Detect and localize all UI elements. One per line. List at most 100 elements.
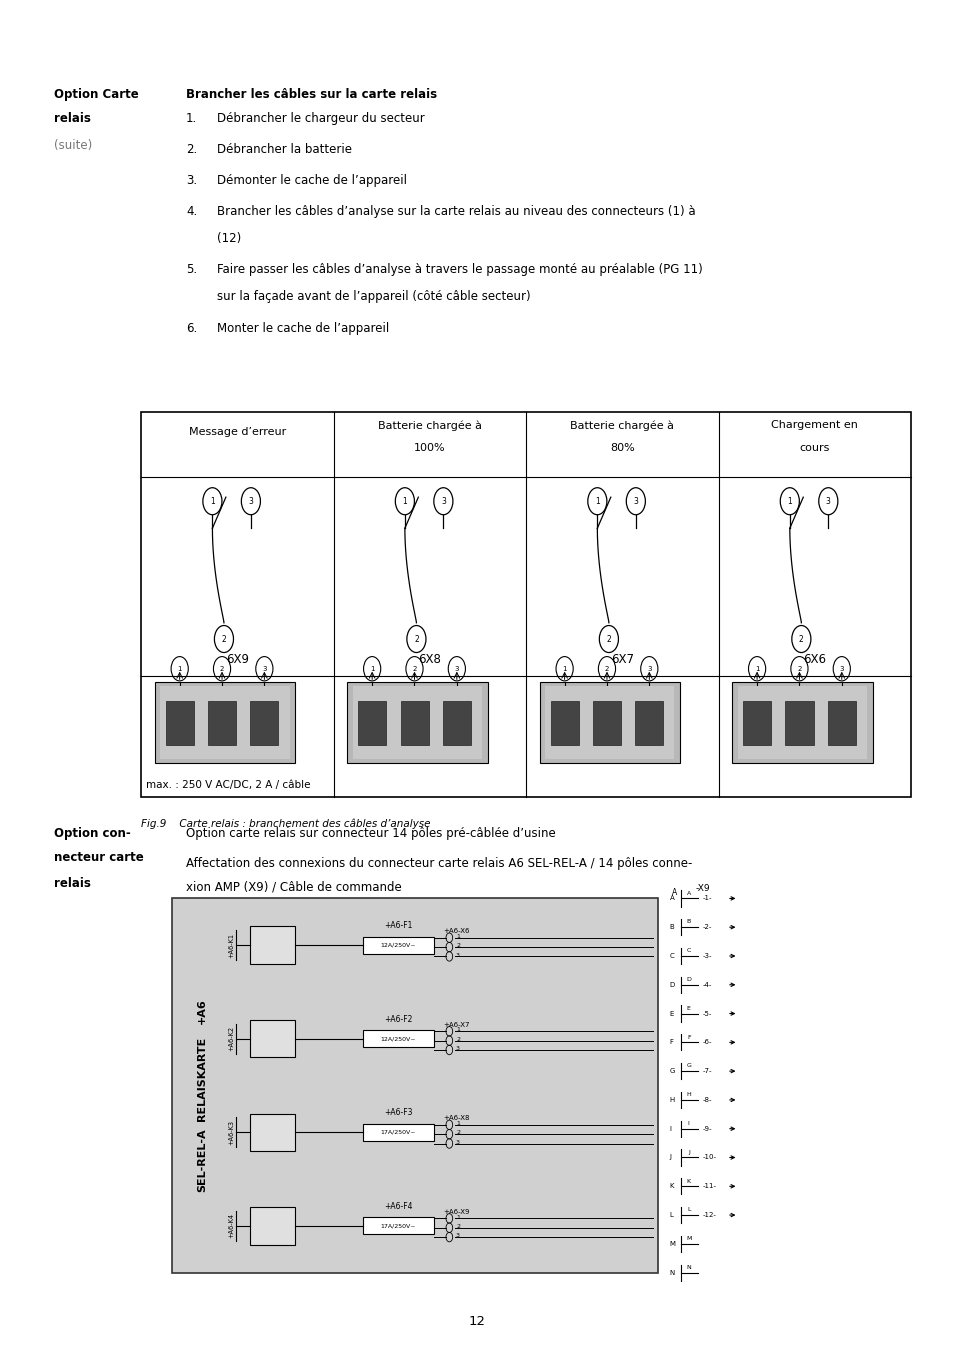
- Text: +A6-F3: +A6-F3: [384, 1108, 412, 1117]
- Text: 3: 3: [440, 497, 445, 505]
- Text: 2: 2: [219, 666, 224, 671]
- Text: D: D: [685, 977, 691, 982]
- Text: 2: 2: [412, 666, 416, 671]
- Bar: [353, 686, 481, 759]
- Text: 100%: 100%: [414, 443, 445, 453]
- Text: 2.: 2.: [186, 143, 197, 157]
- Text: 3: 3: [825, 497, 830, 505]
- Bar: [539, 682, 679, 763]
- Text: 1: 1: [754, 666, 759, 671]
- Text: 6X8: 6X8: [418, 653, 441, 666]
- Text: Monter le cache de l’appareil: Monter le cache de l’appareil: [216, 322, 389, 335]
- Text: +A6-K4: +A6-K4: [228, 1213, 233, 1239]
- Text: Brancher les câbles sur la carte relais: Brancher les câbles sur la carte relais: [186, 88, 436, 101]
- Text: A: A: [671, 888, 677, 897]
- Text: -8-: -8-: [702, 1097, 712, 1102]
- Bar: [442, 701, 470, 746]
- Text: 5.: 5.: [186, 263, 197, 277]
- Text: A: A: [669, 896, 674, 901]
- Text: 2: 2: [799, 635, 802, 643]
- Text: cours: cours: [799, 443, 829, 453]
- Text: G: G: [669, 1069, 675, 1074]
- Text: (12): (12): [216, 232, 240, 246]
- Text: Message d’erreur: Message d’erreur: [189, 427, 286, 438]
- Text: 1: 1: [595, 497, 599, 505]
- Text: 1: 1: [177, 666, 182, 671]
- Text: RELAISKARTE: RELAISKARTE: [197, 1036, 207, 1121]
- Text: 1: 1: [456, 1215, 459, 1220]
- Text: 3: 3: [456, 1233, 459, 1239]
- Text: 1: 1: [786, 497, 791, 505]
- Text: 1: 1: [456, 1121, 459, 1125]
- Text: +A6-F2: +A6-F2: [384, 1015, 412, 1024]
- Bar: [166, 701, 193, 746]
- Text: +A6: +A6: [197, 998, 207, 1024]
- Text: H: H: [669, 1097, 675, 1102]
- Bar: [141, 412, 910, 797]
- Text: 6X7: 6X7: [610, 653, 633, 666]
- Text: +A6-X6: +A6-X6: [443, 928, 470, 934]
- Text: 1: 1: [402, 497, 407, 505]
- Text: K: K: [686, 1178, 690, 1183]
- Text: Batterie chargée à: Batterie chargée à: [377, 420, 481, 431]
- Text: +A6-X8: +A6-X8: [443, 1115, 470, 1121]
- Text: -5-: -5-: [702, 1011, 712, 1016]
- Text: -9-: -9-: [702, 1125, 712, 1132]
- Bar: [208, 701, 236, 746]
- Text: +A6-F1: +A6-F1: [384, 921, 412, 929]
- Bar: [593, 701, 620, 746]
- Text: 17A/250V~: 17A/250V~: [380, 1224, 416, 1228]
- Bar: [347, 682, 487, 763]
- Text: sur la façade avant de l’appareil (côté câble secteur): sur la façade avant de l’appareil (côté …: [216, 290, 530, 304]
- Text: M: M: [669, 1240, 675, 1247]
- Text: G: G: [685, 1063, 691, 1069]
- Text: 2: 2: [797, 666, 801, 671]
- Bar: [550, 701, 578, 746]
- Text: 80%: 80%: [609, 443, 634, 453]
- Text: 2: 2: [456, 1224, 459, 1229]
- Bar: [250, 927, 294, 963]
- Text: 2: 2: [456, 1131, 459, 1135]
- Text: 12: 12: [468, 1315, 485, 1328]
- Bar: [784, 701, 813, 746]
- Text: 2: 2: [456, 1036, 459, 1042]
- Text: 1: 1: [370, 666, 374, 671]
- Text: M: M: [685, 1236, 691, 1242]
- Bar: [160, 686, 290, 759]
- Text: +A6-X9: +A6-X9: [443, 1209, 470, 1215]
- Bar: [362, 1031, 434, 1047]
- Bar: [400, 701, 428, 746]
- Bar: [545, 686, 674, 759]
- Text: -4-: -4-: [702, 982, 712, 988]
- Text: -11-: -11-: [702, 1183, 717, 1189]
- Text: -1-: -1-: [702, 896, 712, 901]
- Bar: [154, 682, 294, 763]
- Text: xion AMP (X9) / Câble de commande: xion AMP (X9) / Câble de commande: [186, 881, 401, 894]
- Text: 2: 2: [221, 635, 226, 643]
- Text: 1: 1: [456, 934, 459, 939]
- Text: 2: 2: [414, 635, 418, 643]
- Text: SEL-REL-A: SEL-REL-A: [197, 1128, 207, 1192]
- Bar: [742, 701, 771, 746]
- Text: L: L: [686, 1208, 690, 1212]
- Text: 1: 1: [456, 1027, 459, 1032]
- Text: K: K: [669, 1183, 674, 1189]
- Text: -2-: -2-: [702, 924, 712, 931]
- Text: relais: relais: [54, 877, 91, 890]
- Text: 3: 3: [633, 497, 638, 505]
- Text: Débrancher la batterie: Débrancher la batterie: [216, 143, 352, 157]
- Text: 6.: 6.: [186, 322, 197, 335]
- Text: 2: 2: [456, 943, 459, 948]
- Text: 12A/250V~: 12A/250V~: [380, 943, 416, 947]
- Text: F: F: [669, 1039, 673, 1046]
- Text: necteur carte: necteur carte: [54, 851, 144, 865]
- Text: (suite): (suite): [54, 139, 92, 153]
- Text: +A6-K3: +A6-K3: [228, 1120, 233, 1144]
- Text: 12A/250V~: 12A/250V~: [380, 1036, 416, 1042]
- Text: 1: 1: [561, 666, 566, 671]
- Text: J: J: [669, 1155, 671, 1161]
- Text: Débrancher le chargeur du secteur: Débrancher le chargeur du secteur: [216, 112, 424, 126]
- Text: D: D: [669, 982, 675, 988]
- Bar: [172, 898, 658, 1273]
- Text: A: A: [686, 890, 690, 896]
